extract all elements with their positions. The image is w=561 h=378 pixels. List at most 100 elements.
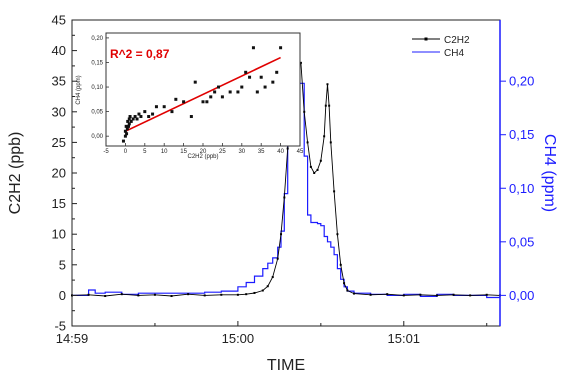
inset-data-point — [126, 119, 130, 123]
x-axis-title: TIME — [267, 357, 305, 374]
inset-data-point — [127, 124, 131, 128]
inset-fit-line — [125, 56, 281, 132]
inset-y-axis-title: CH4 (ppm) — [76, 75, 82, 104]
data-point-c2h2 — [324, 104, 327, 107]
data-point-c2h2 — [286, 147, 289, 150]
data-point-c2h2 — [236, 293, 239, 296]
inset-data-point — [123, 129, 127, 133]
inset-data-point — [121, 139, 125, 143]
data-point-c2h2 — [187, 293, 190, 296]
inset-data-point — [228, 90, 232, 94]
inset-scatter: -5 0 5 10 15 20 25 30 35 40 45 0,00 0,05 0,10 0,15 0,20… — [76, 32, 304, 160]
inset-data-point — [255, 90, 259, 94]
data-point-c2h2 — [266, 285, 269, 288]
data-point-c2h2 — [104, 295, 107, 298]
data-point-c2h2 — [299, 61, 302, 64]
data-point-c2h2 — [386, 293, 389, 296]
inset-data-point — [162, 105, 166, 109]
inset-y-tick-label: 0,05 — [91, 110, 103, 116]
y-tick-label: 0 — [59, 288, 66, 303]
y2-tick-label: 0,20 — [509, 74, 534, 89]
data-point-c2h2 — [333, 190, 336, 193]
data-point-c2h2 — [329, 141, 332, 144]
inset-x-tick-label: 25 — [219, 149, 226, 155]
y-tick-label: 15 — [52, 196, 66, 211]
inset-data-point — [201, 100, 205, 104]
data-point-c2h2 — [343, 282, 346, 285]
data-point-c2h2 — [261, 289, 264, 292]
inset-data-point — [135, 117, 139, 121]
y-tick-label: 20 — [52, 166, 66, 181]
inset-data-point — [189, 115, 193, 119]
inset-data-point — [275, 70, 279, 74]
data-point-c2h2 — [469, 294, 472, 297]
inset-data-point — [259, 75, 263, 79]
inset-data-point — [248, 75, 252, 79]
data-point-c2h2 — [452, 293, 455, 296]
inset-data-point — [129, 119, 133, 123]
inset-x-tick-label: 40 — [277, 149, 284, 155]
data-point-c2h2 — [435, 294, 438, 297]
y-tick-label: 5 — [59, 257, 66, 272]
data-point-c2h2 — [369, 293, 372, 296]
inset-data-point — [220, 95, 224, 99]
inset-data-point — [205, 100, 209, 104]
y2-tick-label: 0,00 — [509, 288, 534, 303]
inset-data-point — [139, 115, 143, 119]
data-point-c2h2 — [220, 293, 223, 296]
inset-data-point — [154, 105, 158, 109]
inset-data-point — [182, 100, 186, 104]
legend-label-ch4: CH4 — [444, 48, 464, 59]
data-point-c2h2 — [203, 294, 206, 297]
series-line-ch4 — [72, 82, 500, 299]
x-tick-label: 15:00 — [222, 331, 255, 346]
y-tick-label: 30 — [52, 104, 66, 119]
data-point-c2h2 — [283, 196, 286, 199]
x-tick-label: 15:01 — [388, 331, 421, 346]
y-axis-title: C2H2 (ppb) — [7, 132, 24, 215]
data-point-c2h2 — [245, 293, 248, 296]
y-tick-label: 25 — [52, 135, 66, 150]
data-point-c2h2 — [280, 233, 283, 236]
data-point-c2h2 — [353, 292, 356, 295]
data-point-c2h2 — [326, 83, 329, 86]
inset-data-point — [127, 117, 131, 121]
y-tick-label: 10 — [52, 227, 66, 242]
inset-x-tick-label: 45 — [297, 149, 304, 155]
data-point-c2h2 — [328, 104, 331, 107]
legend-label-c2h2: C2H2 — [444, 35, 470, 46]
inset-x-tick-label: 0 — [124, 149, 128, 155]
data-point-c2h2 — [253, 291, 256, 294]
inset-x-tick-label: 5 — [143, 149, 147, 155]
series-line-c2h2 — [71, 59, 501, 297]
main-series-group — [71, 58, 501, 299]
inset-data-point — [251, 46, 255, 50]
inset-data-point — [147, 115, 151, 119]
y2-axis-title: CH4 (ppm) — [541, 134, 558, 212]
inset-data-point — [127, 122, 131, 126]
data-point-c2h2 — [137, 294, 140, 297]
inset-x-tick-label: -5 — [103, 149, 109, 155]
y-tick-label: 35 — [52, 74, 66, 89]
data-point-c2h2 — [306, 141, 309, 144]
inset-y-tick-label: 0,00 — [91, 134, 103, 140]
y-tick-label: -5 — [54, 319, 66, 334]
y2-tick-label: 0,15 — [509, 127, 534, 142]
data-point-c2h2 — [346, 289, 349, 292]
data-point-c2h2 — [87, 293, 90, 296]
inset-data-point — [263, 85, 267, 89]
inset-data-point — [123, 134, 127, 138]
inset-data-point — [174, 97, 178, 101]
data-point-c2h2 — [336, 233, 339, 236]
inset-annotation: R^2 = 0,87 — [110, 47, 170, 61]
y-tick-label: 40 — [52, 43, 66, 58]
inset-x-tick-label: 20 — [200, 149, 207, 155]
legend-marker-c2h2 — [424, 37, 428, 41]
data-point-c2h2 — [485, 293, 488, 296]
inset-content-group: -5 0 5 10 15 20 25 30 35 40 45 0,00 0,05 0,10 0,15 0,20 — [91, 36, 304, 155]
inset-data-point — [217, 85, 221, 89]
inset-data-point — [236, 90, 240, 94]
data-point-c2h2 — [303, 110, 306, 113]
